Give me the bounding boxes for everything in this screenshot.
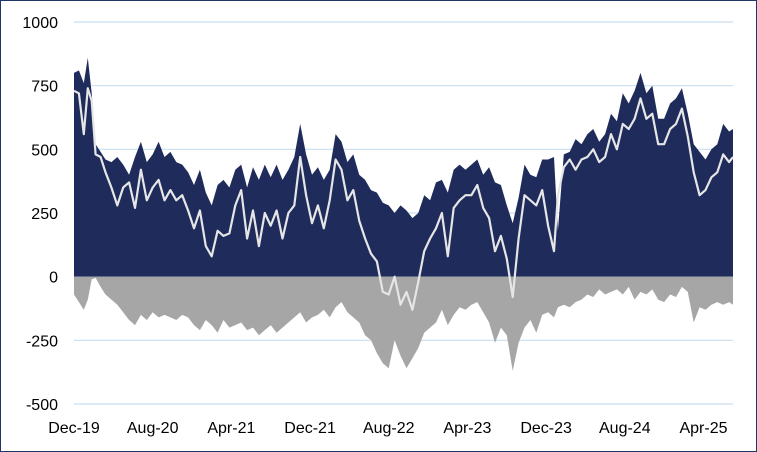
y-tick-label: 250 — [31, 206, 58, 223]
y-tick-label: 0 — [49, 270, 58, 287]
x-tick-label: Dec-21 — [284, 420, 336, 437]
series-area-1 — [74, 276, 733, 371]
y-tick-label: 1000 — [22, 15, 58, 32]
x-tick-label: Aug-20 — [127, 420, 179, 437]
x-axis-ticks: Dec-19 Aug-20 Apr-21 Dec-21 Aug-22 Apr-23 Dec-… — [48, 420, 727, 437]
series-line-2 — [73, 87, 734, 311]
y-tick-label: -250 — [26, 333, 58, 350]
y-axis-ticks: -500 -250 0 250 500 750 1000 — [22, 15, 58, 414]
x-tick-label: Aug-24 — [599, 420, 651, 437]
x-tick-label: Dec-19 — [48, 420, 100, 437]
y-tick-label: 500 — [31, 142, 58, 159]
y-tick-label: -500 — [26, 397, 58, 414]
x-tick-label: Apr-23 — [443, 420, 491, 437]
y-tick-label: 750 — [31, 79, 58, 96]
x-tick-label: Apr-21 — [207, 420, 255, 437]
series-layer — [73, 57, 734, 371]
x-tick-label: Dec-23 — [520, 420, 572, 437]
series-area-0 — [74, 57, 733, 277]
x-tick-label: Aug-22 — [363, 420, 415, 437]
x-tick-label: Apr-25 — [679, 420, 727, 437]
